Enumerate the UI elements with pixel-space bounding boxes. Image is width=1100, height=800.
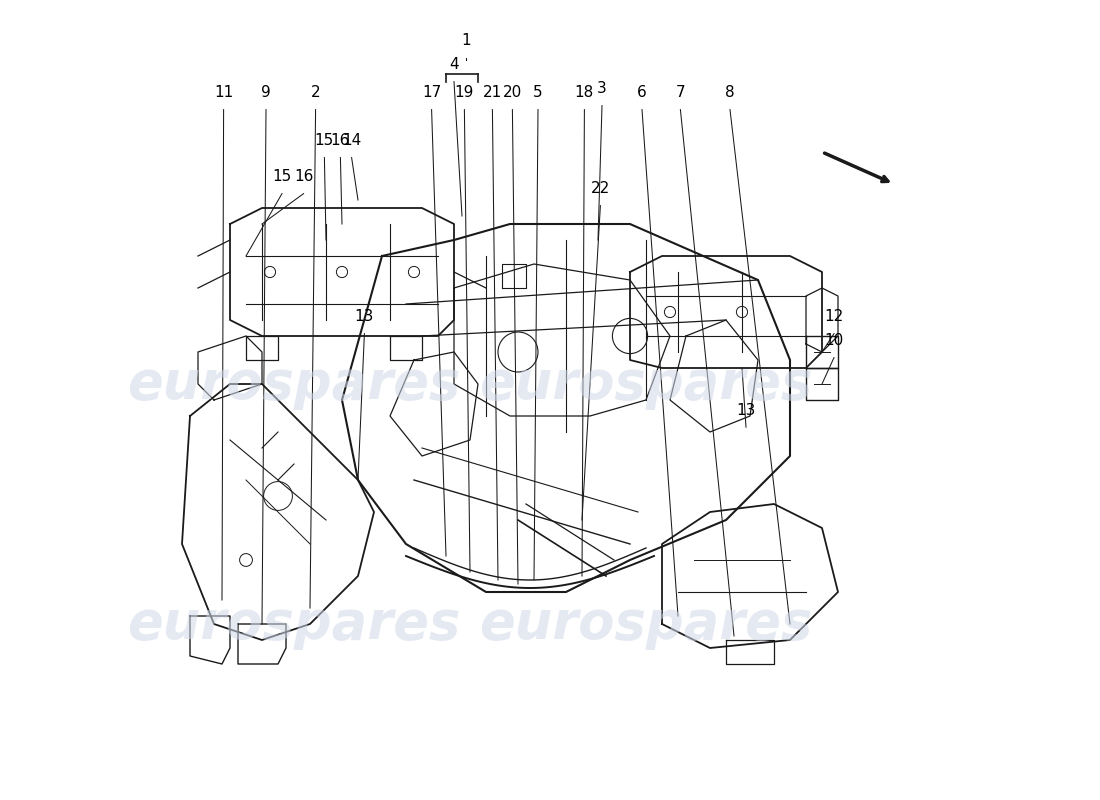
Text: 2: 2 <box>311 85 320 100</box>
Text: eurospares: eurospares <box>128 358 461 410</box>
Text: 1: 1 <box>461 33 471 48</box>
Text: 10: 10 <box>824 333 844 348</box>
Text: 14: 14 <box>342 133 361 148</box>
Text: eurospares: eurospares <box>128 598 461 650</box>
Text: 4: 4 <box>449 57 459 72</box>
Text: 22: 22 <box>591 181 611 196</box>
Text: 15: 15 <box>315 133 334 148</box>
Text: 7: 7 <box>675 85 685 100</box>
Text: 6: 6 <box>637 85 647 100</box>
Text: 8: 8 <box>725 85 735 100</box>
Text: 3: 3 <box>597 81 607 96</box>
Text: 17: 17 <box>422 85 441 100</box>
Text: 12: 12 <box>824 309 844 324</box>
Text: 20: 20 <box>503 85 522 100</box>
Text: 15: 15 <box>273 169 292 184</box>
Text: eurospares: eurospares <box>480 358 813 410</box>
Text: 16: 16 <box>331 133 350 148</box>
Text: 13: 13 <box>354 309 374 324</box>
Text: eurospares: eurospares <box>480 598 813 650</box>
Text: 16: 16 <box>294 169 313 184</box>
Text: 5: 5 <box>534 85 542 100</box>
Text: 18: 18 <box>575 85 594 100</box>
Text: 13: 13 <box>736 402 756 418</box>
Text: 9: 9 <box>261 85 271 100</box>
Text: 11: 11 <box>214 85 233 100</box>
Text: 19: 19 <box>454 85 474 100</box>
Text: 21: 21 <box>483 85 502 100</box>
